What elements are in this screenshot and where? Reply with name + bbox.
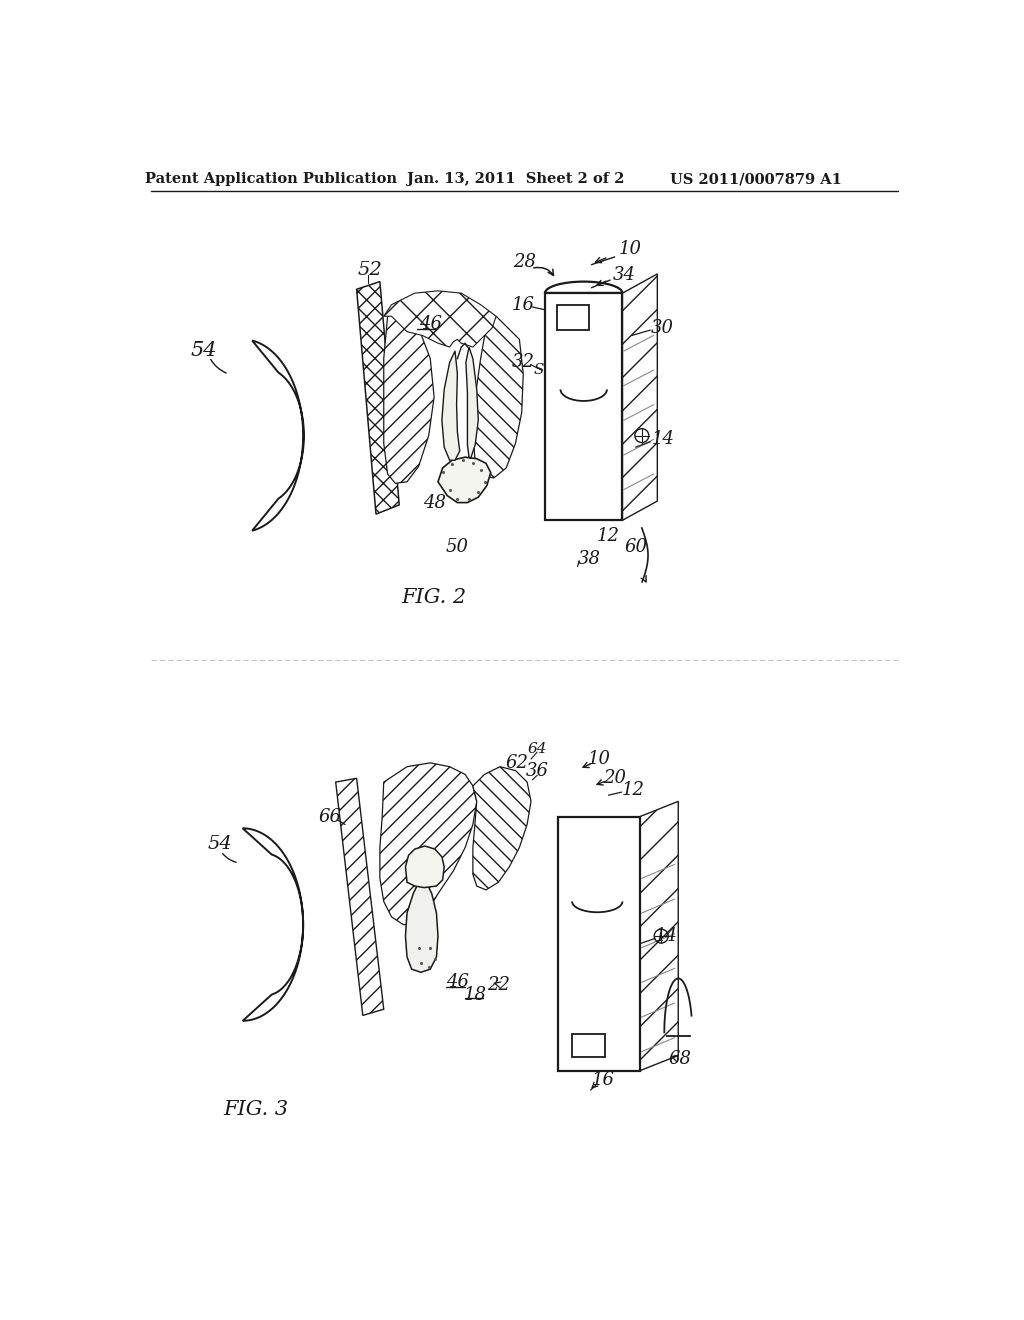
FancyBboxPatch shape [558, 817, 640, 1071]
Text: 68: 68 [669, 1051, 691, 1068]
Text: 54: 54 [190, 342, 217, 360]
Text: Jan. 13, 2011  Sheet 2 of 2: Jan. 13, 2011 Sheet 2 of 2 [407, 172, 625, 186]
Text: 14: 14 [651, 430, 674, 449]
Text: US 2011/0007879 A1: US 2011/0007879 A1 [670, 172, 842, 186]
Text: 18: 18 [464, 986, 486, 1005]
Polygon shape [442, 351, 460, 461]
Text: FIG. 3: FIG. 3 [223, 1100, 289, 1119]
FancyBboxPatch shape [545, 293, 623, 520]
Text: Patent Application Publication: Patent Application Publication [145, 172, 397, 186]
Polygon shape [623, 275, 657, 520]
Text: 34: 34 [612, 267, 636, 284]
Text: 16: 16 [592, 1071, 614, 1089]
Polygon shape [356, 281, 399, 515]
Polygon shape [252, 341, 304, 531]
Polygon shape [406, 846, 444, 887]
Text: 38: 38 [578, 550, 601, 568]
Polygon shape [473, 317, 523, 478]
Text: 54: 54 [207, 834, 231, 853]
Text: 52: 52 [357, 261, 382, 279]
Text: 12: 12 [622, 781, 645, 799]
Text: 20: 20 [603, 770, 627, 787]
Text: 14: 14 [655, 927, 678, 945]
Text: 16: 16 [512, 296, 535, 314]
Polygon shape [380, 763, 477, 924]
Polygon shape [406, 882, 438, 973]
Text: 66: 66 [318, 808, 342, 826]
Text: 62: 62 [506, 754, 528, 772]
Text: FIG. 2: FIG. 2 [401, 587, 467, 607]
Text: 50: 50 [445, 539, 469, 556]
Text: 28: 28 [513, 253, 537, 272]
Polygon shape [384, 309, 434, 483]
Polygon shape [640, 801, 678, 1071]
Text: S: S [534, 363, 544, 378]
Text: 10: 10 [618, 240, 642, 259]
Polygon shape [384, 290, 496, 347]
Polygon shape [336, 779, 384, 1015]
Polygon shape [466, 347, 478, 459]
Polygon shape [438, 457, 490, 503]
Text: 64: 64 [527, 742, 547, 756]
Text: 22: 22 [487, 975, 510, 994]
FancyBboxPatch shape [557, 305, 589, 330]
Text: 46: 46 [419, 315, 441, 333]
Text: 46: 46 [445, 973, 469, 991]
Text: 48: 48 [423, 495, 445, 512]
Text: 12: 12 [597, 527, 620, 545]
FancyBboxPatch shape [572, 1034, 604, 1057]
Text: 10: 10 [588, 750, 610, 768]
Text: 60: 60 [624, 539, 647, 556]
Text: 36: 36 [525, 762, 549, 780]
Text: 30: 30 [651, 319, 674, 337]
Polygon shape [473, 767, 531, 890]
Text: 32: 32 [512, 354, 535, 371]
Polygon shape [243, 829, 303, 1020]
